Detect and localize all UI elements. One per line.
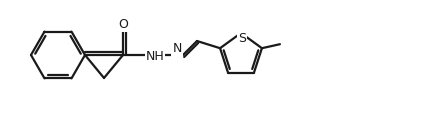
Text: NH: NH <box>146 50 164 63</box>
Text: S: S <box>238 31 246 45</box>
Text: O: O <box>118 17 128 31</box>
Text: N: N <box>172 43 182 56</box>
